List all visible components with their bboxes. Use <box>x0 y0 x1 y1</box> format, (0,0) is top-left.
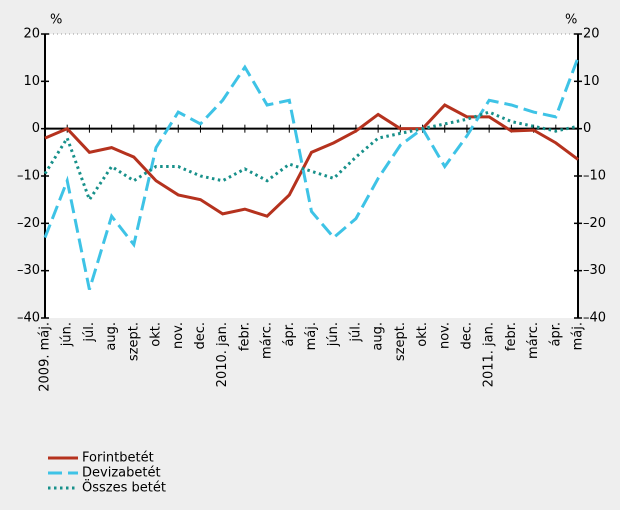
y-tick-label: –10 <box>17 169 40 184</box>
x-tick-label: ápr. <box>282 322 297 347</box>
x-tick-label: szept. <box>393 322 408 361</box>
x-tick-label: febr. <box>237 322 252 351</box>
x-tick-label: nov. <box>171 322 186 349</box>
series-line <box>43 57 580 291</box>
x-tick-label: júl. <box>82 322 97 343</box>
x-tick-label: máj. <box>304 322 319 350</box>
x-tick-label: márc. <box>260 322 275 359</box>
y-tick-label: 20 <box>23 27 40 42</box>
y2-tick-label: –20 <box>583 216 606 231</box>
x-tick-label: jún. <box>60 322 75 347</box>
y-axis-label: % <box>50 13 62 28</box>
y-tick-label: –20 <box>17 216 40 231</box>
x-tick-label: okt. <box>149 322 164 347</box>
x-tick-label: aug. <box>371 322 386 351</box>
y2-tick-label: 10 <box>583 74 600 89</box>
x-tick-label: márc. <box>526 322 541 359</box>
x-tick-label: aug. <box>104 322 119 351</box>
y-tick-label: 10 <box>23 74 40 89</box>
x-tick-label: 2009. máj. <box>38 322 53 392</box>
x-tick-label: 2011. jan. <box>482 322 497 387</box>
y-tick-label: –30 <box>17 263 40 278</box>
legend-label: Devizabetét <box>82 466 161 481</box>
y2-tick-label: –40 <box>583 311 606 326</box>
y2-tick-label: 0 <box>583 121 591 136</box>
y-tick-label: –40 <box>17 311 40 326</box>
x-tick-label: jún. <box>326 322 341 347</box>
x-tick-label: febr. <box>504 322 519 351</box>
x-tick-label: máj. <box>571 322 586 350</box>
x-tick-label: 2010. jan. <box>215 322 230 387</box>
y2-tick-label: –30 <box>583 263 606 278</box>
y2-tick-label: 20 <box>583 27 600 42</box>
x-tick-label: dec. <box>193 322 208 350</box>
series-line <box>44 103 579 218</box>
y-tick-label: 0 <box>32 121 40 136</box>
legend-label: Összes betét <box>82 479 166 496</box>
x-tick-label: ápr. <box>548 322 563 347</box>
x-tick-label: nov. <box>437 322 452 349</box>
y2-tick-label: –10 <box>583 169 606 184</box>
y2-axis-label: % <box>565 13 577 28</box>
x-tick-label: okt. <box>415 322 430 347</box>
legend-label: Forintbetét <box>82 451 154 466</box>
plot-area <box>45 34 578 318</box>
x-tick-label: dec. <box>459 322 474 350</box>
x-tick-label: júl. <box>348 322 363 343</box>
x-tick-label: szept. <box>126 322 141 361</box>
